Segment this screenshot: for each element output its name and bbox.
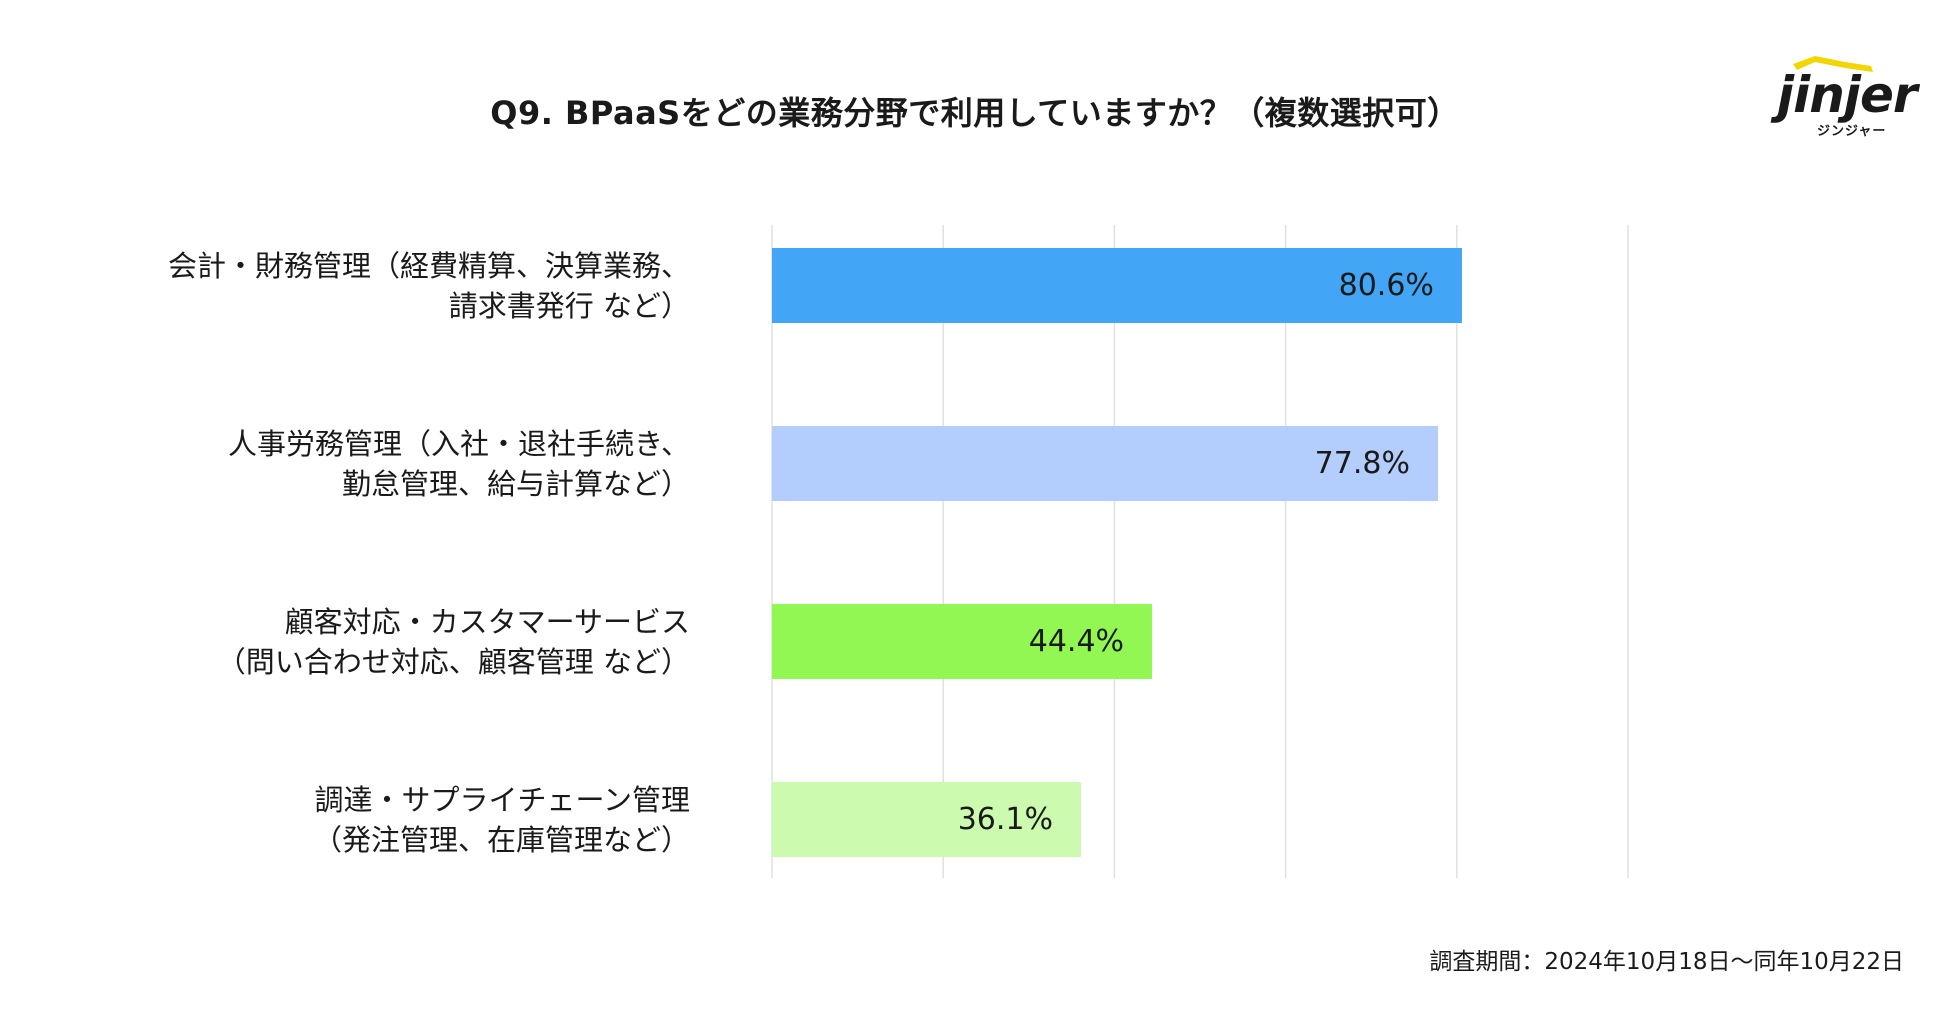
bar-value-label: 80.6% — [1338, 267, 1434, 303]
category-label-line: 調達・サプライチェーン管理 — [314, 783, 690, 817]
bar — [772, 604, 1153, 679]
bar-value-label: 77.8% — [1314, 445, 1410, 481]
category-label-line: 人事労務管理（入社・退社手続き、 — [228, 427, 690, 461]
jinjer-logo: jinjer ジンジャー — [1775, 50, 1918, 140]
logo-katakana: ジンジャー — [1817, 124, 1887, 139]
category-label-line: 勤怠管理、給与計算など） — [341, 467, 690, 501]
bar-value-label: 36.1% — [957, 801, 1054, 837]
bar — [772, 248, 1462, 323]
logo-wordmark: jinjer — [1777, 66, 1918, 124]
category-label-line: 会計・財務管理（経費精算、決算業務、 — [167, 249, 690, 283]
bar-value-label: 44.4% — [1028, 623, 1125, 659]
category-label: 顧客対応・カスタマーサービス （問い合わせ対応、顧客管理 など） — [217, 602, 690, 682]
category-label-line: （問い合わせ対応、顧客管理 など） — [216, 645, 690, 679]
category-label-line: 顧客対応・カスタマーサービス — [284, 605, 690, 639]
category-label-line: 請求書発行 など） — [448, 289, 690, 323]
bar — [772, 426, 1438, 501]
category-label: 人事労務管理（入社・退社手続き、勤怠管理、給与計算など） — [228, 424, 690, 504]
bar — [772, 782, 1082, 857]
jinjer-roof-logo-icon — [1793, 56, 1873, 72]
category-label-line: （発注管理、在庫管理など） — [312, 823, 690, 857]
chart-title: Q9. BPaaSをどの業務分野で利用していますか？（複数選択可） — [490, 94, 1460, 132]
category-label: 調達・サプライチェーン管理 （発注管理、在庫管理など） — [313, 780, 690, 860]
category-label: 会計・財務管理（経費精算、決算業務、請求書発行 など） — [168, 246, 690, 326]
survey-period-footnote: 調査期間：2024年10月18日〜同年10月22日 — [1429, 949, 1904, 975]
